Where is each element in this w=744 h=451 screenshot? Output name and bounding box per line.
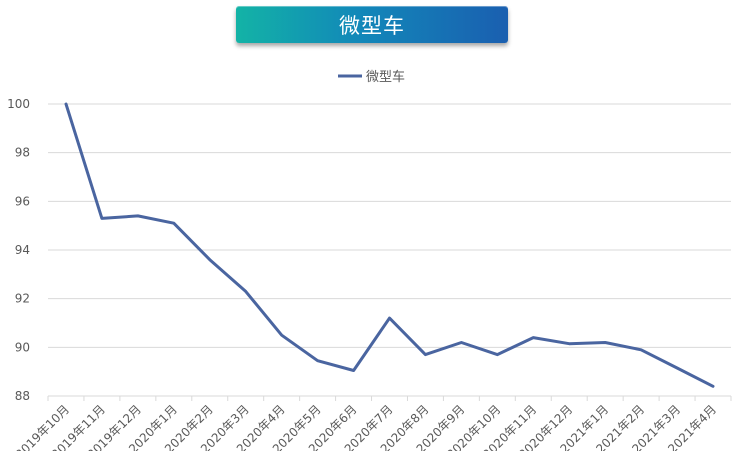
legend-label: 微型车 bbox=[366, 69, 405, 85]
legend: 微型车 bbox=[338, 69, 405, 85]
x-axis-ticks: 2019年10月2019年11月2019年12月2020年1月2020年2月20… bbox=[13, 396, 732, 451]
y-tick-label: 88 bbox=[15, 389, 30, 403]
y-tick-label: 90 bbox=[15, 340, 30, 354]
chart-title-banner: 微型车 bbox=[236, 6, 508, 43]
gridlines bbox=[48, 103, 731, 348]
series-layer bbox=[64, 102, 715, 388]
series-line bbox=[64, 102, 715, 388]
y-tick-label: 94 bbox=[15, 243, 30, 257]
y-tick-label: 98 bbox=[15, 146, 30, 160]
chart-title: 微型车 bbox=[339, 13, 405, 38]
y-tick-label: 100 bbox=[7, 97, 30, 111]
y-tick-label: 96 bbox=[15, 194, 30, 208]
y-tick-label: 92 bbox=[15, 292, 30, 306]
y-axis-ticks: 88 90 92 94 96 98 100 bbox=[7, 97, 30, 403]
